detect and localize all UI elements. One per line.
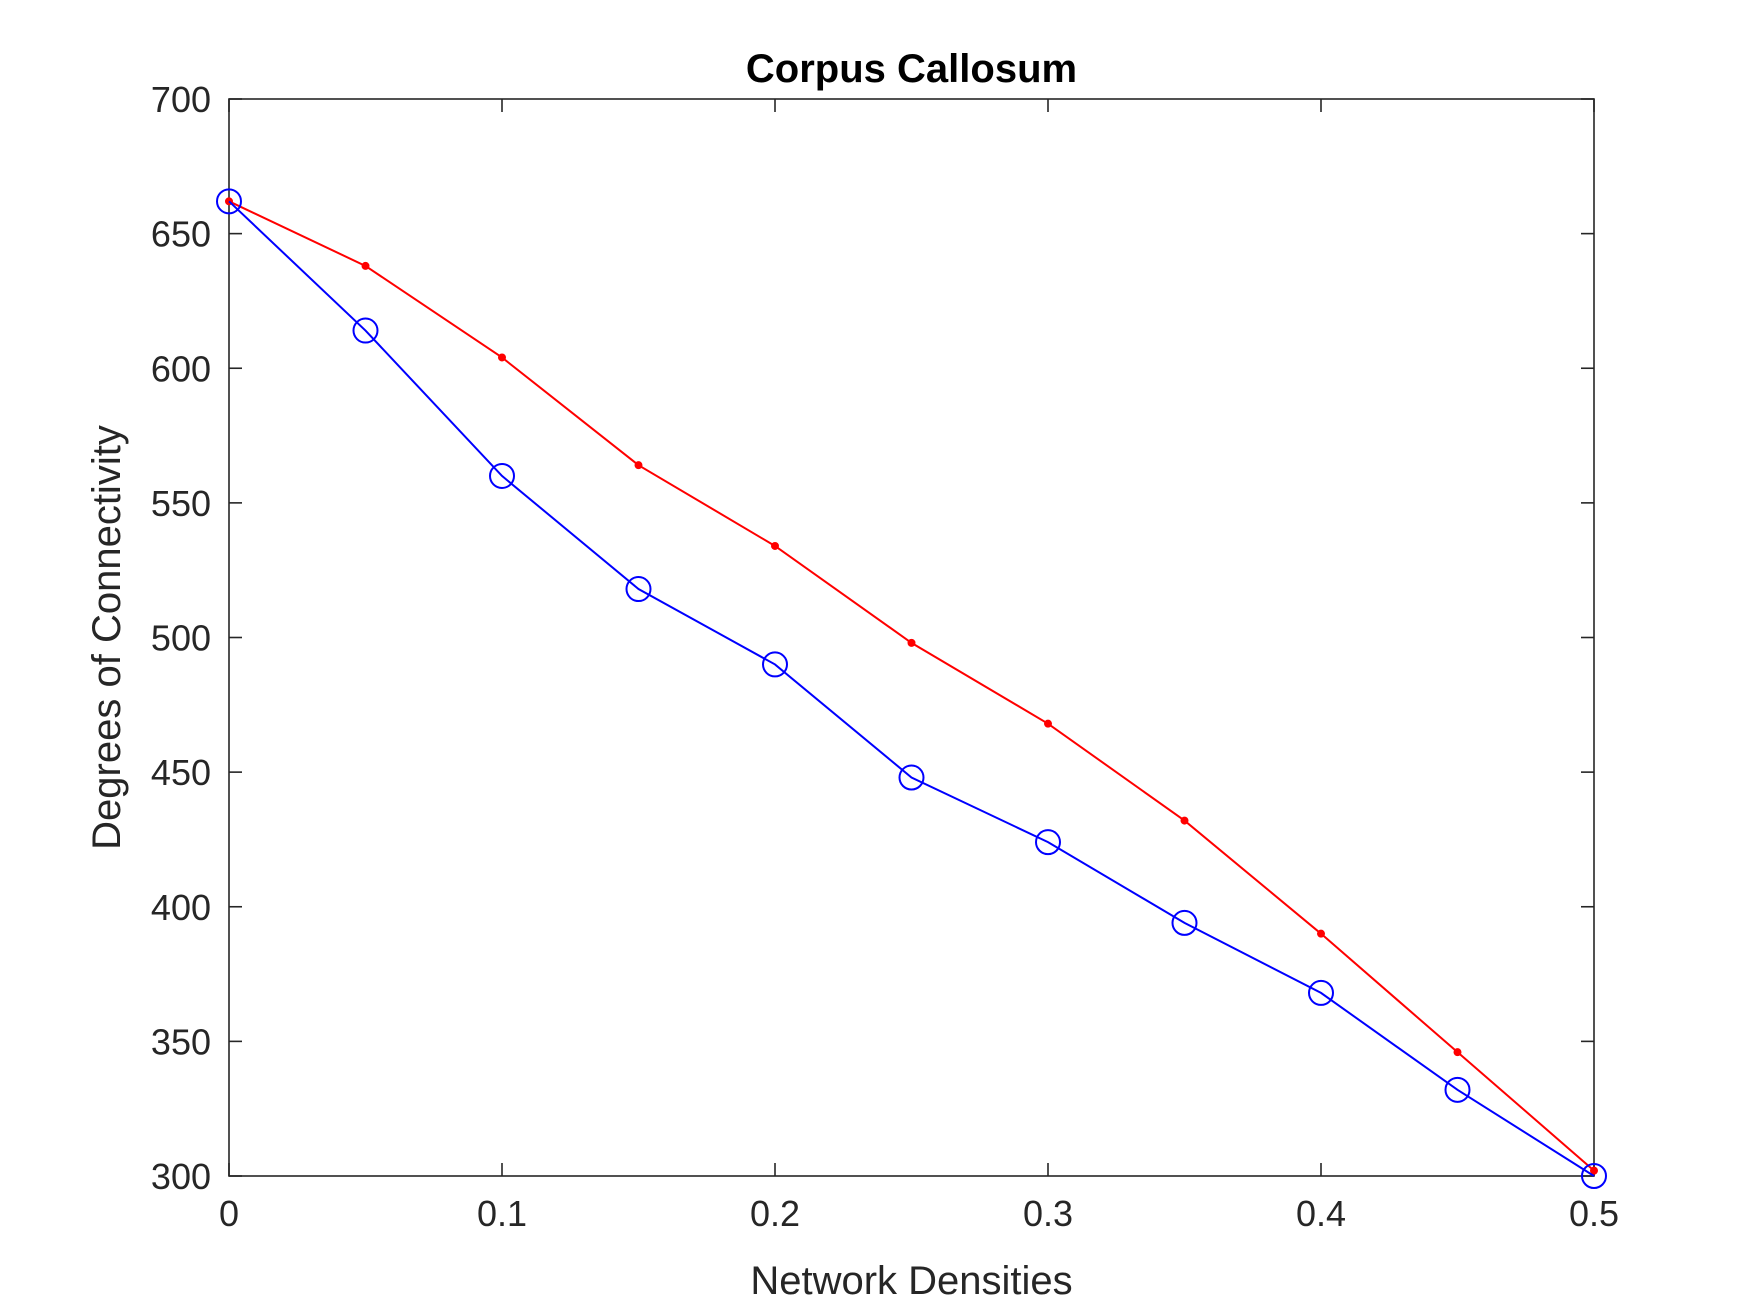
y-tick-label: 550 <box>151 483 211 524</box>
series-line <box>228 200 1595 1177</box>
data-point <box>489 462 515 489</box>
data-point <box>898 764 925 791</box>
axes: 0 0.1 0.2 0.3 0.4 0.5 300 350 400 450 500 550 600 650… <box>151 79 1619 1234</box>
y-axis-title: Degrees of Connectivity <box>85 425 129 850</box>
data-point <box>771 541 779 550</box>
plot-box <box>228 98 1595 1177</box>
data-point <box>1590 1166 1598 1175</box>
series-1 <box>225 197 1598 1175</box>
series-2 <box>216 188 1607 1189</box>
data-point <box>216 188 242 215</box>
series-line <box>228 200 1595 1172</box>
data-point <box>1317 929 1325 938</box>
y-tick-label: 450 <box>151 752 211 793</box>
y-tick-label: 300 <box>151 1156 211 1197</box>
x-axis-title: Network Densities <box>750 1259 1072 1303</box>
data-point <box>1035 829 1061 856</box>
y-tick-label: 400 <box>151 887 211 928</box>
data-point <box>1171 909 1198 936</box>
x-tick-label: 0.4 <box>1296 1193 1346 1234</box>
y-tick-label: 700 <box>151 79 211 120</box>
x-tick-label: 0.5 <box>1569 1193 1619 1234</box>
y-tick-label: 500 <box>151 618 211 659</box>
series-group <box>216 188 1607 1189</box>
data-point <box>1180 816 1189 825</box>
data-point <box>1581 1163 1607 1189</box>
data-point <box>625 576 652 603</box>
data-point <box>634 461 643 470</box>
y-tick-label: 650 <box>151 214 211 255</box>
data-point <box>762 651 788 678</box>
data-point <box>1453 1048 1462 1057</box>
y-tick-label: 600 <box>151 348 211 389</box>
x-tick-label: 0.2 <box>750 1193 800 1234</box>
x-tick-label: 0.3 <box>1023 1193 1073 1234</box>
data-point <box>352 317 379 344</box>
x-tick-label: 0.1 <box>477 1193 527 1234</box>
data-point <box>498 353 506 362</box>
chart-title: Corpus Callosum <box>746 47 1077 91</box>
y-tick-label: 350 <box>151 1021 211 1062</box>
data-point <box>1308 979 1334 1006</box>
x-tick-label: 0 <box>219 1193 239 1234</box>
data-point <box>1044 719 1052 728</box>
data-point <box>907 638 916 647</box>
data-point <box>361 261 370 270</box>
data-point <box>1444 1076 1471 1103</box>
